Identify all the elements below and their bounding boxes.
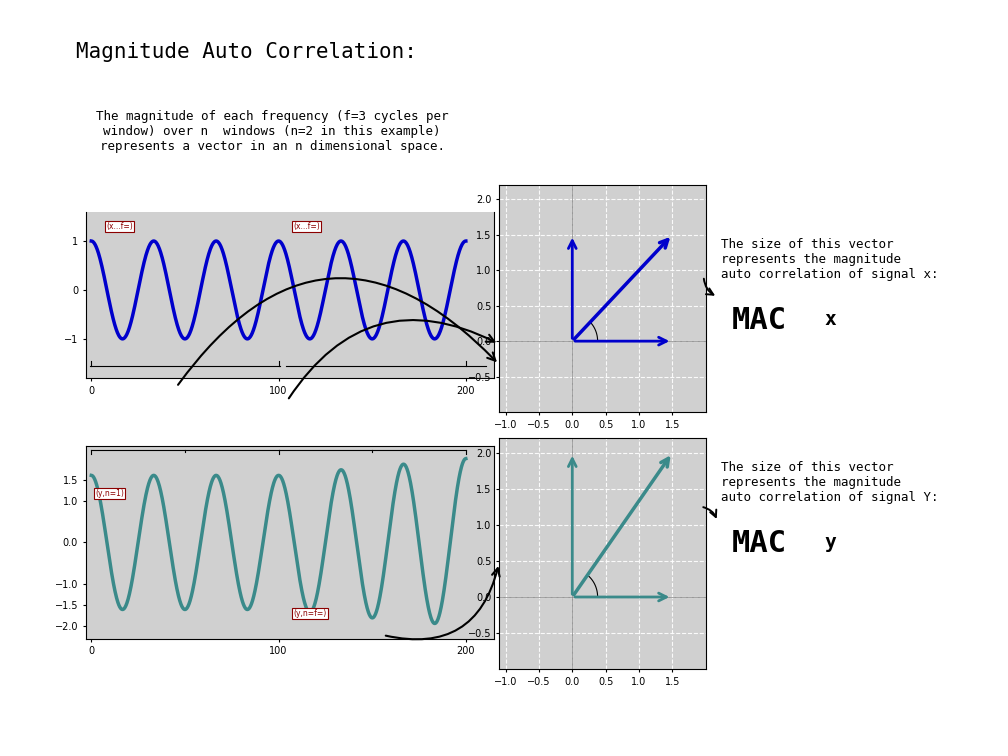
Text: (x...f=): (x...f=) (106, 222, 133, 231)
Text: The size of this vector
represents the magnitude
auto correlation of signal x:: The size of this vector represents the m… (721, 238, 938, 281)
Text: Magnitude Auto Correlation:: Magnitude Auto Correlation: (76, 42, 416, 61)
Text: x: x (825, 310, 837, 329)
Text: The magnitude of each frequency (f=3 cycles per
window) over n  windows (n=2 in : The magnitude of each frequency (f=3 cyc… (96, 110, 449, 153)
Text: (y,n=1): (y,n=1) (95, 489, 124, 498)
Text: (x...f=): (x...f=) (293, 222, 321, 231)
Text: The size of this vector
represents the magnitude
auto correlation of signal Y:: The size of this vector represents the m… (721, 461, 938, 504)
Text: y: y (825, 533, 837, 552)
Text: (y,n=f=): (y,n=f=) (293, 609, 327, 618)
Text: MAC: MAC (732, 529, 787, 558)
Text: MAC: MAC (732, 306, 787, 335)
